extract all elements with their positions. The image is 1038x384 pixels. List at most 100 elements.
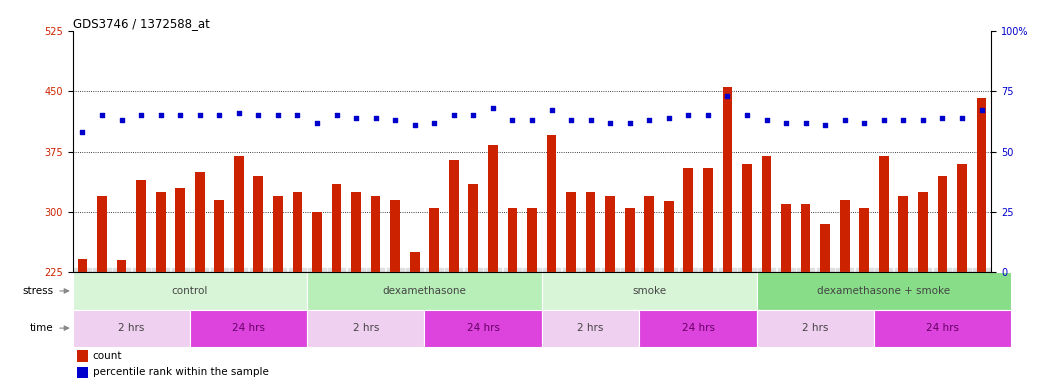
Bar bbox=[468, 184, 479, 272]
Point bbox=[153, 112, 169, 118]
Point bbox=[426, 119, 442, 126]
Point bbox=[817, 122, 834, 128]
Point bbox=[914, 117, 931, 123]
Point bbox=[837, 117, 853, 123]
Point bbox=[602, 119, 619, 126]
Bar bbox=[703, 168, 713, 272]
Text: dexamethasone: dexamethasone bbox=[383, 286, 466, 296]
Bar bbox=[156, 192, 165, 272]
Point bbox=[367, 115, 384, 121]
Bar bbox=[585, 192, 596, 272]
Point bbox=[640, 117, 657, 123]
Bar bbox=[800, 204, 811, 272]
Text: 24 hrs: 24 hrs bbox=[682, 323, 714, 333]
Text: 2 hrs: 2 hrs bbox=[353, 323, 379, 333]
Point bbox=[113, 117, 130, 123]
Point bbox=[954, 115, 971, 121]
Point bbox=[230, 110, 247, 116]
Text: 2 hrs: 2 hrs bbox=[118, 323, 144, 333]
Text: control: control bbox=[171, 286, 209, 296]
Text: 2 hrs: 2 hrs bbox=[577, 323, 604, 333]
Bar bbox=[899, 196, 908, 272]
Bar bbox=[98, 196, 107, 272]
Bar bbox=[293, 192, 302, 272]
Point bbox=[290, 112, 306, 118]
Point bbox=[211, 112, 227, 118]
Point bbox=[680, 112, 696, 118]
Bar bbox=[307, 272, 542, 310]
Bar bbox=[390, 200, 400, 272]
Bar bbox=[625, 208, 634, 272]
Bar bbox=[136, 180, 146, 272]
Bar bbox=[762, 156, 771, 272]
Point bbox=[485, 105, 501, 111]
Point bbox=[622, 119, 638, 126]
Point bbox=[563, 117, 579, 123]
Point bbox=[387, 117, 404, 123]
Text: 24 hrs: 24 hrs bbox=[233, 323, 265, 333]
Bar bbox=[425, 310, 542, 347]
Bar bbox=[371, 196, 381, 272]
Bar bbox=[307, 310, 425, 347]
Text: 24 hrs: 24 hrs bbox=[926, 323, 959, 333]
Bar bbox=[190, 310, 307, 347]
Bar bbox=[645, 196, 654, 272]
Bar bbox=[116, 260, 127, 272]
Point bbox=[777, 119, 794, 126]
Bar bbox=[78, 259, 87, 272]
Text: dexamethasone + smoke: dexamethasone + smoke bbox=[817, 286, 951, 296]
Bar bbox=[410, 252, 419, 272]
Point bbox=[739, 112, 756, 118]
Bar bbox=[77, 367, 88, 379]
Bar bbox=[73, 310, 190, 347]
Point bbox=[133, 112, 149, 118]
Bar bbox=[215, 200, 224, 272]
Bar bbox=[874, 310, 1011, 347]
Point bbox=[504, 117, 521, 123]
Bar bbox=[430, 208, 439, 272]
Point bbox=[93, 112, 110, 118]
Point bbox=[74, 129, 90, 135]
Bar bbox=[331, 184, 342, 272]
Bar bbox=[840, 200, 849, 272]
Point bbox=[191, 112, 208, 118]
Bar bbox=[879, 156, 889, 272]
Point bbox=[308, 119, 325, 126]
Text: GDS3746 / 1372588_at: GDS3746 / 1372588_at bbox=[73, 17, 210, 30]
Point bbox=[582, 117, 599, 123]
Point bbox=[719, 93, 736, 99]
Point bbox=[250, 112, 267, 118]
Text: stress: stress bbox=[22, 286, 53, 296]
Point bbox=[758, 117, 774, 123]
Point bbox=[328, 112, 345, 118]
Bar bbox=[527, 208, 537, 272]
Bar bbox=[742, 164, 752, 272]
Bar bbox=[73, 272, 307, 310]
Bar bbox=[351, 192, 361, 272]
Point bbox=[700, 112, 716, 118]
Point bbox=[660, 115, 677, 121]
Point bbox=[856, 119, 873, 126]
Bar bbox=[782, 204, 791, 272]
Bar bbox=[195, 172, 204, 272]
Point bbox=[445, 112, 462, 118]
Bar bbox=[937, 176, 948, 272]
Point bbox=[348, 115, 364, 121]
Point bbox=[543, 108, 559, 114]
Point bbox=[172, 112, 189, 118]
Bar bbox=[312, 212, 322, 272]
Text: count: count bbox=[92, 351, 122, 361]
Point bbox=[524, 117, 541, 123]
Bar bbox=[977, 98, 986, 272]
Point bbox=[974, 108, 990, 114]
Bar bbox=[542, 310, 639, 347]
Point bbox=[797, 119, 814, 126]
Bar bbox=[175, 188, 185, 272]
Bar bbox=[664, 202, 674, 272]
Bar bbox=[542, 272, 757, 310]
Point bbox=[934, 115, 951, 121]
Bar bbox=[722, 87, 733, 272]
Bar bbox=[253, 176, 264, 272]
Bar bbox=[448, 160, 459, 272]
Bar bbox=[757, 310, 874, 347]
